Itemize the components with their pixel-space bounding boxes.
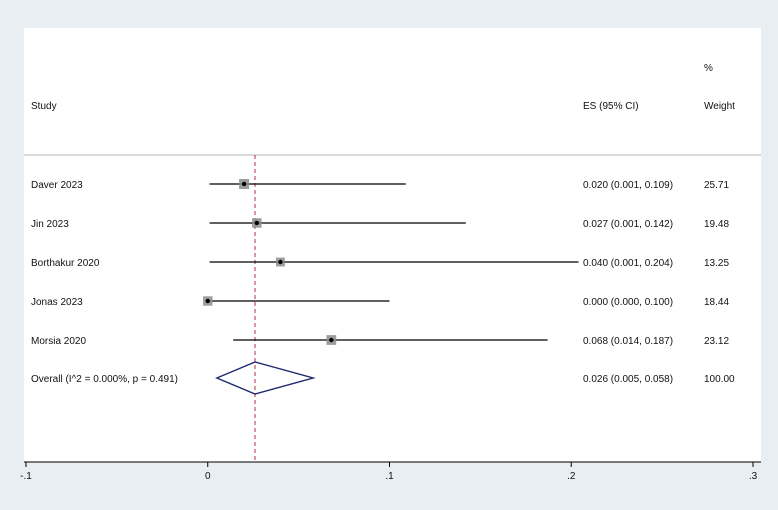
x-tick-label: 0 <box>205 471 211 482</box>
es-ci-text: 0.000 (0.000, 0.100) <box>583 297 673 308</box>
weight-header: Weight <box>704 101 735 112</box>
study-name: Jonas 2023 <box>31 297 83 308</box>
study-row: Daver 2023 0.020 (0.001, 0.109) 25.71 <box>31 179 729 191</box>
study-name: Borthakur 2020 <box>31 258 100 269</box>
overall-diamond <box>215 361 316 395</box>
x-tick-label: .2 <box>567 471 576 482</box>
x-tick-label: .1 <box>385 471 394 482</box>
point-estimate <box>205 298 210 304</box>
weight-value: 13.25 <box>704 258 729 269</box>
study-name: Daver 2023 <box>31 180 83 191</box>
overall-es-ci-text: 0.026 (0.005, 0.058) <box>583 374 673 385</box>
study-row: Jonas 2023 0.000 (0.000, 0.100) 18.44 <box>31 296 729 308</box>
x-tick-label: .3 <box>749 471 758 482</box>
point-estimate <box>254 220 260 226</box>
study-name: Morsia 2020 <box>31 336 86 347</box>
study-row: Morsia 2020 0.068 (0.014, 0.187) 23.12 <box>31 335 729 347</box>
weight-value: 23.12 <box>704 336 729 347</box>
overall-label: Overall (I^2 = 0.000%, p = 0.491) <box>31 374 178 385</box>
weight-percent-header: % <box>704 63 713 74</box>
plot-frame <box>24 28 761 462</box>
study-row: Borthakur 2020 0.040 (0.001, 0.204) 13.25 <box>31 257 729 269</box>
overall-weight: 100.00 <box>704 374 735 385</box>
es-ci-text: 0.040 (0.001, 0.204) <box>583 258 673 269</box>
study-name: Jin 2023 <box>31 219 69 230</box>
es-ci-text: 0.020 (0.001, 0.109) <box>583 180 673 191</box>
overall-row: Overall (I^2 = 0.000%, p = 0.491) 0.026 (… <box>31 361 735 395</box>
point-estimate <box>278 259 283 265</box>
x-tick-label: -.1 <box>20 471 32 482</box>
es-ci-text: 0.027 (0.001, 0.142) <box>583 219 673 230</box>
es-ci-text: 0.068 (0.014, 0.187) <box>583 336 673 347</box>
weight-value: 19.48 <box>704 219 729 230</box>
study-header: Study <box>31 101 57 112</box>
weight-value: 18.44 <box>704 297 729 308</box>
es-header: ES (95% CI) <box>583 101 639 112</box>
point-estimate <box>329 337 334 343</box>
study-row: Jin 2023 0.027 (0.001, 0.142) 19.48 <box>31 218 729 230</box>
weight-value: 25.71 <box>704 180 729 191</box>
point-estimate <box>241 181 247 187</box>
